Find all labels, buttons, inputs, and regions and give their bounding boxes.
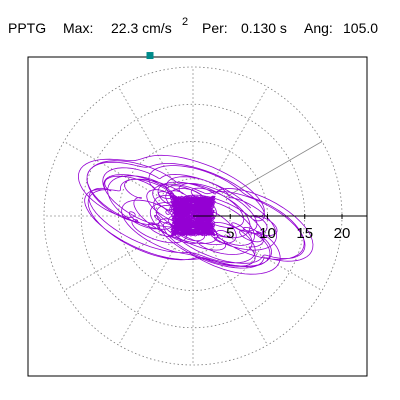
radial-tick-label: 10 [259, 225, 276, 242]
header-max-label: Max: [63, 20, 93, 36]
grid-spoke [63, 141, 161, 198]
motion-trace-layer [77, 154, 314, 275]
motion-trace-core [169, 195, 217, 237]
peak-marker [146, 52, 154, 60]
grid-spoke [211, 248, 268, 346]
grid-spoke [225, 234, 323, 291]
header-period-value: 0.130 s [241, 20, 287, 36]
radial-tick-label: 5 [226, 225, 234, 242]
header-title: PPTG [8, 20, 46, 36]
header-angle-value: 105.0 [343, 20, 378, 36]
header-max-exponent: 2 [182, 16, 188, 28]
header-period-label: Per: [202, 20, 228, 36]
grid-spoke [118, 86, 175, 184]
grid-spoke [211, 86, 268, 184]
grid-spoke [118, 248, 175, 346]
grid-spoke [63, 234, 161, 291]
radial-tick-label: 20 [334, 225, 351, 242]
radial-tick-label: 15 [296, 225, 313, 242]
header-max-value: 22.3 cm/s [111, 20, 172, 36]
peak-marker-layer [146, 52, 154, 60]
radial-axis: 5 10 15 20 [193, 214, 367, 242]
header-angle-label: Ang: [304, 20, 333, 36]
